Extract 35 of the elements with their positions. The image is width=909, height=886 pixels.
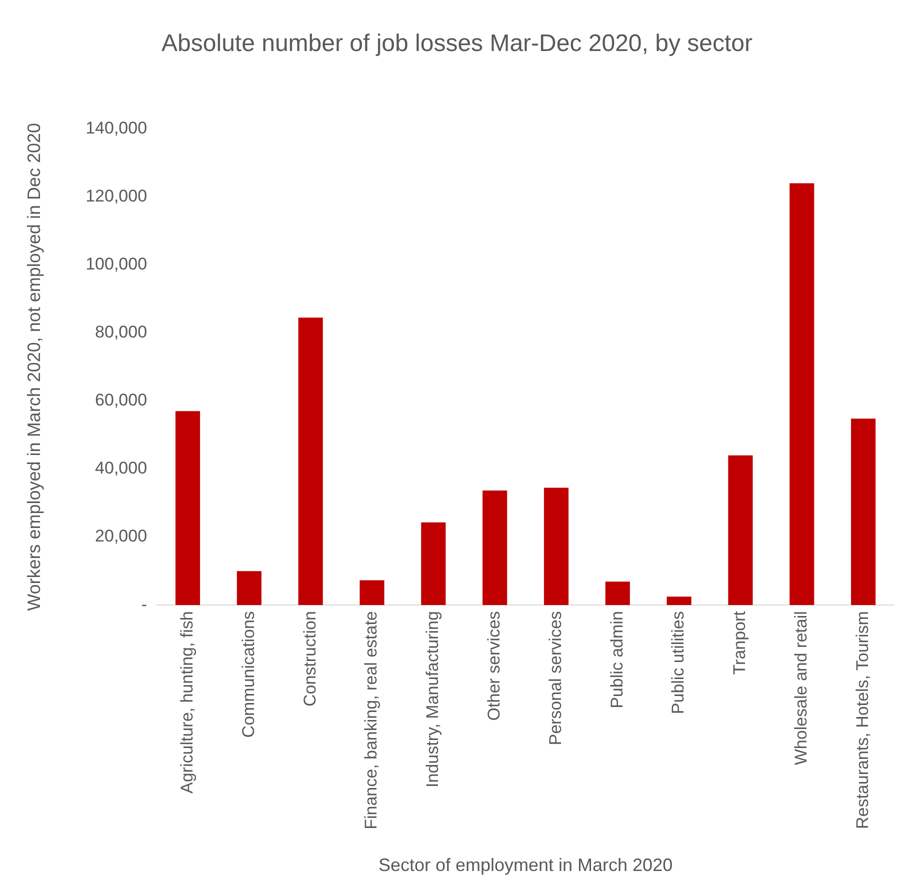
x-tick-label: Public admin (607, 611, 626, 708)
x-tick-label: Other services (484, 611, 504, 721)
bar (851, 418, 876, 606)
bar (175, 411, 200, 606)
x-tick-label: Public utilities (668, 611, 688, 714)
bar (728, 455, 753, 606)
y-tick-label: 40,000 (95, 458, 148, 478)
bar (236, 571, 262, 606)
bar (605, 582, 630, 606)
bar (544, 488, 569, 606)
y-tick-label: 140,000 (86, 118, 148, 138)
x-tick-label: Finance, banking, real estate (362, 611, 381, 830)
x-axis-title: Sector of employment in March 2020 (378, 855, 673, 876)
bar (482, 490, 508, 606)
bar (790, 183, 814, 606)
x-tick-label: Personal services (546, 611, 565, 746)
y-tick-label: 120,000 (86, 186, 148, 206)
y-tick-label: 60,000 (95, 390, 148, 410)
bar (421, 522, 446, 606)
x-tick-label: Agriculture, hunting, fish (177, 611, 196, 794)
x-tick-label: Restaurants, Hotels, Tourism (852, 611, 872, 830)
x-tick-label: Communications (238, 611, 258, 738)
bar (360, 580, 384, 606)
x-tick-label: Wholesale and retail (792, 611, 811, 766)
bar (666, 596, 692, 606)
y-tick-label: 20,000 (95, 526, 148, 546)
chart-title: Absolute number of job losses Mar-Dec 2020, by sector (162, 30, 752, 58)
y-tick-label: 100,000 (86, 254, 148, 274)
bar (298, 318, 323, 606)
x-tick-label: Construction (300, 611, 320, 707)
y-axis-title: Workers employed in March 2020, not employed in Dec 2020 (24, 122, 44, 611)
y-tick-label: 80,000 (95, 322, 148, 342)
x-tick-label: Industry, Manufacturing (423, 611, 442, 788)
x-tick-label: Tranport (730, 610, 750, 675)
y-tick-label: - (141, 594, 148, 614)
